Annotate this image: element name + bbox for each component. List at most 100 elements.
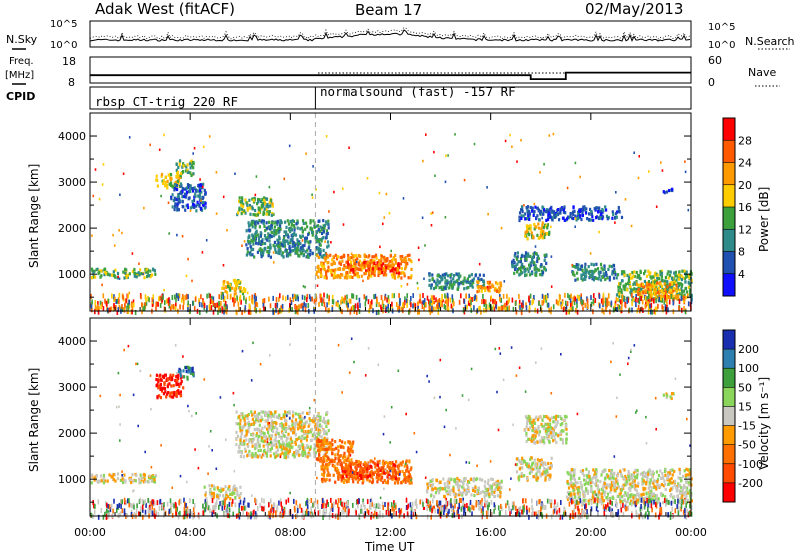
cpid-program-2: normalsound (fast) -157 RF bbox=[320, 84, 516, 99]
velocity-colorbar-swatch bbox=[723, 482, 735, 503]
power-colorbar-swatch bbox=[723, 229, 735, 252]
velocity-y-tick-label: 1000 bbox=[58, 473, 86, 486]
power-y-tick-label: 3000 bbox=[58, 176, 86, 189]
velocity-colorbar-swatch bbox=[723, 349, 735, 369]
velocity-colorbar-tick: 100 bbox=[738, 362, 759, 375]
date-title: 02/May/2013 bbox=[585, 0, 683, 18]
beam-title: Beam 17 bbox=[355, 1, 422, 19]
frequency-panel: Freq. [MHz] 18 8 60 0 Nave bbox=[5, 54, 780, 89]
power-colorbar-tick: 20 bbox=[738, 179, 752, 192]
power-y-tick-label: 1000 bbox=[58, 268, 86, 281]
power-colorbar-tick: 24 bbox=[738, 157, 752, 170]
velocity-colorbar-swatch bbox=[723, 425, 735, 446]
power-y-tick-label: 4000 bbox=[58, 130, 86, 143]
power-region bbox=[345, 260, 401, 275]
noise-sky-label: N.Sky bbox=[6, 33, 38, 46]
power-region bbox=[90, 267, 157, 280]
noise-search-label: N.Search bbox=[745, 35, 795, 48]
velocity-y-tick-label: 2000 bbox=[58, 427, 86, 440]
power-colorbar-swatch bbox=[723, 207, 735, 230]
power-colorbar-swatch bbox=[723, 118, 735, 141]
velocity-colorbar-tick: 15 bbox=[738, 400, 752, 413]
power-region bbox=[518, 205, 624, 223]
nave-label: Nave bbox=[748, 66, 776, 79]
velocity-colorbar-label: Velocity [m s⁻¹] bbox=[757, 377, 771, 470]
noise-left-tick-bottom: 10^0 bbox=[50, 40, 77, 51]
noise-right-tick-bottom: 10^0 bbox=[708, 40, 735, 51]
power-colorbar-swatch bbox=[723, 251, 735, 275]
velocity-colorbar-tick: -50 bbox=[738, 439, 756, 452]
velocity-colorbar-swatch bbox=[723, 406, 735, 426]
x-tick-label: 20:00 bbox=[575, 526, 607, 539]
velocity-region bbox=[515, 456, 553, 482]
power-y-axis-label: Slant Range [km] bbox=[27, 164, 41, 268]
power-region bbox=[635, 281, 678, 301]
freq-label: Freq. bbox=[9, 56, 34, 67]
power-region bbox=[571, 262, 618, 282]
velocity-colorbar-tick: 200 bbox=[738, 343, 759, 356]
velocity-y-tick-label: 3000 bbox=[58, 381, 86, 394]
noise-panel: N.Sky 10^5 10^0 10^5 10^0 N.Search bbox=[6, 19, 795, 51]
freq-unit-label: [MHz] bbox=[5, 70, 34, 81]
power-region bbox=[170, 182, 207, 213]
x-tick-label: 00:00 bbox=[74, 526, 106, 539]
velocity-near-range-scatter bbox=[90, 337, 693, 521]
power-region bbox=[220, 278, 247, 296]
power-region bbox=[236, 196, 275, 217]
power-colorbar-swatch bbox=[723, 162, 735, 186]
x-tick-label: 08:00 bbox=[274, 526, 306, 539]
radar-title: Adak West (fitACF) bbox=[95, 0, 235, 18]
cpid-label: CPID bbox=[6, 90, 35, 103]
velocity-colorbar-tick: 50 bbox=[738, 381, 752, 394]
velocity-region bbox=[155, 373, 185, 400]
cpid-panel: CPID rbsp CT-trig 220 RF normalsound (fa… bbox=[6, 84, 692, 110]
freq-tick-top: 18 bbox=[62, 55, 76, 68]
velocity-colorbar-swatch bbox=[723, 463, 735, 484]
power-region bbox=[428, 272, 486, 291]
power-colorbar-tick: 28 bbox=[738, 134, 752, 147]
power-region bbox=[524, 221, 551, 241]
x-tick-label: 04:00 bbox=[174, 526, 206, 539]
velocity-region bbox=[203, 484, 242, 501]
power-colorbar-swatch bbox=[723, 140, 735, 163]
velocity-colorbar-swatch bbox=[723, 387, 735, 407]
power-colorbar-tick: 12 bbox=[738, 223, 752, 236]
power-region bbox=[511, 251, 548, 278]
power-y-tick-label: 2000 bbox=[58, 222, 86, 235]
velocity-region bbox=[565, 467, 693, 506]
cpid-program-1: rbsp CT-trig 220 RF bbox=[95, 94, 238, 109]
power-colorbar-swatch bbox=[723, 184, 735, 208]
power-colorbar-swatch bbox=[723, 273, 735, 297]
power-region bbox=[245, 219, 330, 259]
velocity-region bbox=[235, 410, 330, 460]
power-colorbar-tick: 4 bbox=[738, 268, 745, 281]
power-region bbox=[662, 187, 674, 195]
velocity-panel: 4000 3000 2000 1000 Slant Range [km] 200 100… bbox=[27, 317, 771, 521]
x-tick-label: 16:00 bbox=[475, 526, 507, 539]
x-tick-label: 12:00 bbox=[375, 526, 407, 539]
nave-tick-top: 60 bbox=[708, 54, 722, 67]
velocity-region bbox=[662, 392, 675, 401]
noise-right-tick-top: 10^5 bbox=[708, 22, 735, 33]
power-panel: 4000 3000 2000 1000 Slant Range [km] 28 24 20… bbox=[27, 112, 771, 316]
x-tick-label: 00:00 bbox=[675, 526, 707, 539]
velocity-colorbar-tick: -200 bbox=[738, 477, 763, 490]
power-colorbar-tick: 8 bbox=[738, 246, 745, 259]
nave-tick-bottom: 0 bbox=[708, 76, 715, 89]
noise-left-tick-top: 10^5 bbox=[50, 19, 77, 30]
velocity-colorbar-swatch bbox=[723, 330, 735, 350]
power-region bbox=[476, 280, 503, 294]
velocity-region bbox=[177, 365, 195, 381]
time-axis: 00:00 04:00 08:00 12:00 16:00 20:00 00:00 bbox=[74, 113, 707, 539]
velocity-y-tick-label: 4000 bbox=[58, 335, 86, 348]
velocity-colorbar-tick: -100 bbox=[738, 458, 763, 471]
velocity-y-axis-label: Slant Range [km] bbox=[27, 368, 41, 472]
velocity-colorbar-swatch bbox=[723, 368, 735, 388]
x-axis-label: Time UT bbox=[364, 540, 415, 554]
velocity-colorbar-swatch bbox=[723, 444, 735, 465]
velocity-region bbox=[523, 414, 568, 445]
velocity-colorbar-tick: -15 bbox=[738, 420, 756, 433]
power-colorbar-label: Power [dB] bbox=[757, 187, 771, 252]
velocity-region bbox=[425, 476, 503, 499]
